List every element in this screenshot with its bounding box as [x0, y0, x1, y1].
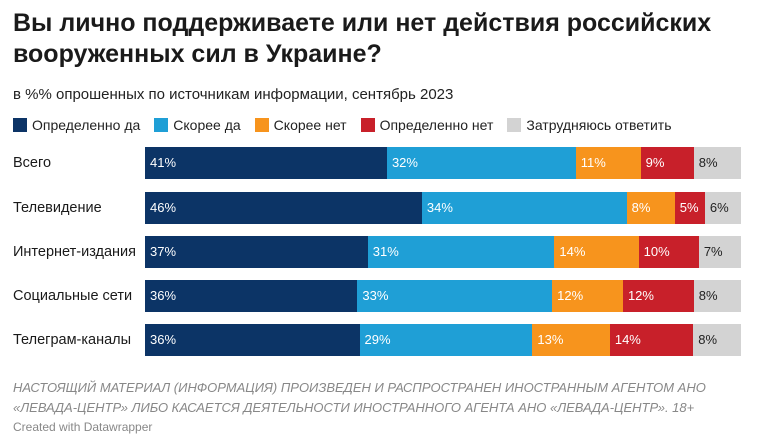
bar-row: 46% 34% 8% 5% 6% [145, 192, 741, 224]
legend-item: Определенно да [13, 117, 140, 133]
bar-segment: 34% [421, 192, 627, 224]
data-label: 5% [679, 200, 699, 215]
data-label: 31% [372, 244, 399, 259]
bar-segment: 46% [145, 192, 422, 224]
legend-label: Затрудняюсь ответить [526, 117, 672, 133]
bar-segment: 36% [145, 324, 360, 356]
data-label: 8% [698, 288, 718, 303]
bar-row: 36% 33% 12% 12% 8% [145, 280, 741, 312]
bar-segment: 36% [145, 280, 358, 312]
data-label: 36% [150, 332, 177, 347]
category-label: Всего [13, 155, 52, 171]
data-label: 29% [364, 332, 391, 347]
data-label: 36% [150, 288, 177, 303]
bar-segment: 29% [359, 324, 533, 356]
legend-item: Определенно нет [360, 117, 494, 133]
data-label: 11% [580, 155, 606, 170]
data-label: 32% [391, 155, 418, 170]
bar-row: 41% 32% 11% 9% 8% [145, 147, 741, 179]
data-label: 46% [150, 200, 177, 215]
bar-row: 36% 29% 13% 14% 8% [145, 324, 741, 356]
data-label: 34% [426, 200, 453, 215]
data-label: 8% [698, 155, 718, 170]
bar-segment: 32% [386, 147, 576, 179]
chart-subtitle: в %% опрошенных по источникам информации… [13, 86, 454, 103]
legend-swatch [254, 118, 269, 132]
legend-item: Затрудняюсь ответить [507, 117, 671, 133]
bar-segment: 12% [552, 280, 623, 312]
data-label: 12% [627, 288, 654, 303]
bar-segment: 37% [145, 236, 368, 268]
bar-segment: 14% [609, 324, 694, 356]
chart-title: Вы лично поддерживаете или нет действия … [13, 9, 712, 68]
bar-segment: 12% [622, 280, 694, 312]
bar-segment: 8% [693, 280, 741, 312]
data-label: 13% [537, 332, 564, 347]
bar-row: 37% 31% 14% 10% 7% [145, 236, 741, 268]
legend-item: Скорее да [154, 117, 241, 133]
legend-item: Скорее нет [254, 117, 347, 133]
bar-segment: 8% [626, 192, 675, 224]
category-label: Интернет-издания [13, 244, 137, 260]
note-line-2: «ЛЕВАДА-ЦЕНТР» ЛИБО КАСАЕТСЯ ДЕЯТЕЛЬНОСТ… [13, 400, 695, 415]
note-line-1: НАСТОЯЩИЙ МАТЕРИАЛ (ИНФОРМАЦИЯ) ПРОИЗВЕД… [13, 380, 706, 395]
bar-segment: 13% [532, 324, 610, 356]
bar-segment: 11% [575, 147, 641, 179]
bar-segment: 8% [693, 324, 741, 356]
data-label: 6% [709, 200, 729, 215]
legend-swatch [507, 118, 522, 132]
category-label: Телевидение [13, 200, 102, 216]
chart-legend: Определенно да Скорее да Скорее нет Определ… [13, 117, 685, 133]
bar-segment: 7% [698, 236, 741, 268]
bar-segment: 41% [145, 147, 387, 179]
bar-segment: 6% [704, 192, 741, 224]
legend-swatch [154, 118, 169, 132]
data-label: 14% [559, 244, 586, 259]
data-label: 33% [362, 288, 389, 303]
foreign-agent-note: НАСТОЯЩИЙ МАТЕРИАЛ (ИНФОРМАЦИЯ) ПРОИЗВЕД… [13, 378, 773, 418]
data-label: 8% [698, 332, 718, 347]
category-label: Телеграм-каналы [13, 332, 132, 348]
bar-segment: 8% [693, 147, 741, 179]
credit-link[interactable]: Created with Datawrapper [13, 420, 153, 434]
data-label: 7% [703, 244, 723, 259]
data-label: 9% [645, 155, 665, 170]
bar-segment: 14% [554, 236, 639, 268]
data-label: 8% [631, 200, 651, 215]
data-label: 41% [150, 155, 177, 170]
bar-segment: 5% [674, 192, 705, 224]
legend-label: Определенно да [32, 117, 141, 133]
bar-segment: 31% [367, 236, 555, 268]
bar-segment: 9% [640, 147, 694, 179]
legend-swatch [13, 118, 27, 132]
legend-label: Определенно нет [379, 117, 494, 133]
bar-segment: 10% [638, 236, 699, 268]
data-label: 12% [557, 288, 584, 303]
legend-label: Скорее нет [273, 117, 347, 133]
data-label: 10% [643, 244, 670, 259]
bar-segment: 33% [357, 280, 553, 312]
legend-label: Скорее да [173, 117, 241, 133]
legend-swatch [360, 118, 375, 132]
data-label: 37% [150, 244, 177, 259]
data-label: 14% [614, 332, 641, 347]
category-label: Социальные сети [13, 288, 133, 304]
